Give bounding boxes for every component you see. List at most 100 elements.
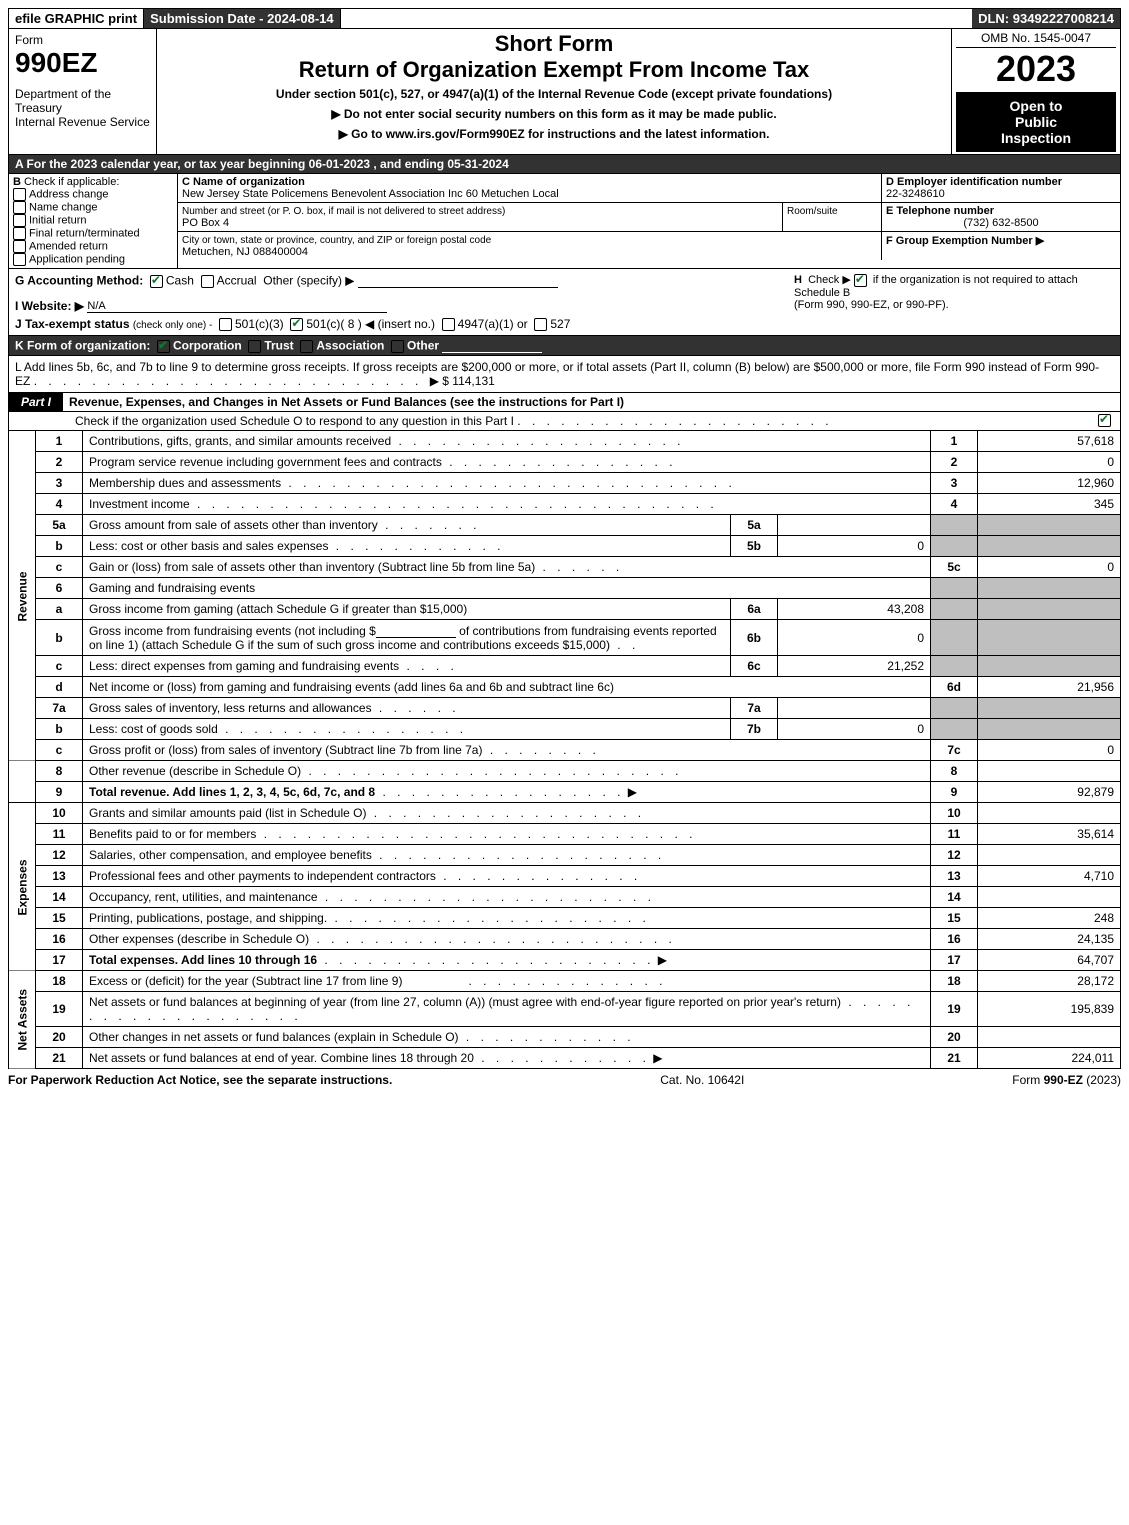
d-label: D Employer identification number — [886, 176, 1062, 188]
row10-desc: Grants and similar amounts paid (list in… — [83, 803, 931, 824]
checkbox-application-pending[interactable] — [13, 253, 26, 266]
row21-box: 21 — [931, 1048, 978, 1069]
row6c-desc: Less: direct expenses from gaming and fu… — [83, 656, 731, 677]
checkbox-address-change[interactable] — [13, 188, 26, 201]
other-method-field[interactable] — [358, 273, 558, 288]
row6-box — [931, 578, 978, 599]
row18-desc: Excess or (deficit) for the year (Subtra… — [83, 971, 931, 992]
row6b-in: 6b — [731, 620, 778, 656]
return-title: Return of Organization Exempt From Incom… — [163, 57, 945, 83]
row5a-in: 5a — [731, 515, 778, 536]
label-other-org: Other — [407, 339, 439, 353]
row15-desc: Printing, publications, postage, and shi… — [83, 908, 931, 929]
row6b-iv: 0 — [778, 620, 931, 656]
row18-num: 18 — [36, 971, 83, 992]
label-initial-return: Initial return — [29, 214, 86, 226]
row6a-box — [931, 599, 978, 620]
open-line3: Inspection — [958, 130, 1114, 146]
l-amount: ▶ $ 114,131 — [430, 374, 495, 388]
row2-num: 2 — [36, 452, 83, 473]
row12-box: 12 — [931, 845, 978, 866]
row3-val: 12,960 — [978, 473, 1121, 494]
row14-num: 14 — [36, 887, 83, 908]
short-form-title: Short Form — [163, 31, 945, 57]
label-accrual: Accrual — [217, 274, 257, 288]
row5b-num: b — [36, 536, 83, 557]
checkbox-501c[interactable] — [290, 318, 303, 331]
checkbox-cash[interactable] — [150, 275, 163, 288]
row6d-desc: Net income or (loss) from gaming and fun… — [83, 677, 931, 698]
label-amended-return: Amended return — [29, 240, 108, 252]
section-f: F Group Exemption Number ▶ — [881, 232, 1120, 260]
checkbox-527[interactable] — [534, 318, 547, 331]
row6a-val — [978, 599, 1121, 620]
row6-desc: Gaming and fundraising events — [83, 578, 931, 599]
checkbox-accrual[interactable] — [201, 275, 214, 288]
row15-box: 15 — [931, 908, 978, 929]
goto-link[interactable]: ▶ Go to www.irs.gov/Form990EZ for instru… — [163, 127, 945, 141]
tax-year: 2023 — [956, 48, 1116, 90]
row5c-num: c — [36, 557, 83, 578]
row7c-val: 0 — [978, 740, 1121, 761]
row1-box: 1 — [931, 431, 978, 452]
checkbox-501c3[interactable] — [219, 318, 232, 331]
checkbox-initial-return[interactable] — [13, 214, 26, 227]
top-spacer — [341, 9, 972, 28]
row5a-iv — [778, 515, 931, 536]
line-a-tax-year: A For the 2023 calendar year, or tax yea… — [8, 155, 1121, 174]
c-name-label: C Name of organization — [182, 176, 305, 188]
row7b-in: 7b — [731, 719, 778, 740]
checkbox-amended-return[interactable] — [13, 240, 26, 253]
row16-desc: Other expenses (describe in Schedule O) … — [83, 929, 931, 950]
label-trust: Trust — [264, 339, 293, 353]
row16-box: 16 — [931, 929, 978, 950]
footer-left: For Paperwork Reduction Act Notice, see … — [8, 1073, 392, 1087]
submission-date-label: Submission Date - — [150, 11, 267, 26]
open-public-inspection: Open to Public Inspection — [956, 92, 1116, 152]
row7b-num: b — [36, 719, 83, 740]
efile-print-link[interactable]: efile GRAPHIC print — [9, 9, 144, 28]
row7c-num: c — [36, 740, 83, 761]
f-label: F Group Exemption Number ▶ — [886, 235, 1044, 247]
form-header: Form 990EZ Department of the Treasury In… — [8, 29, 1121, 155]
row1-desc: Contributions, gifts, grants, and simila… — [83, 431, 931, 452]
row6d-box: 6d — [931, 677, 978, 698]
line-k: K Form of organization: Corporation Trus… — [8, 336, 1121, 356]
row19-num: 19 — [36, 992, 83, 1027]
checkbox-trust[interactable] — [248, 340, 261, 353]
row6a-num: a — [36, 599, 83, 620]
row19-box: 19 — [931, 992, 978, 1027]
other-org-field[interactable] — [442, 338, 542, 353]
checkbox-4947a1[interactable] — [442, 318, 455, 331]
checkbox-other-org[interactable] — [391, 340, 404, 353]
row6d-val: 21,956 — [978, 677, 1121, 698]
row2-desc: Program service revenue including govern… — [83, 452, 931, 473]
row16-val: 24,135 — [978, 929, 1121, 950]
header-left: Form 990EZ Department of the Treasury In… — [9, 29, 157, 154]
row10-val — [978, 803, 1121, 824]
row11-val: 35,614 — [978, 824, 1121, 845]
row6a-iv: 43,208 — [778, 599, 931, 620]
checkbox-name-change[interactable] — [13, 201, 26, 214]
row7b-val — [978, 719, 1121, 740]
row19-val: 195,839 — [978, 992, 1121, 1027]
open-line1: Open to — [958, 98, 1114, 114]
row6-num: 6 — [36, 578, 83, 599]
section-e: E Telephone number (732) 632-8500 — [881, 203, 1120, 231]
checkbox-h-schedule-b[interactable] — [854, 274, 867, 287]
org-street: PO Box 4 — [182, 217, 229, 229]
g-label: G Accounting Method: — [15, 274, 143, 288]
side-label-net-assets: Net Assets — [9, 971, 36, 1069]
row6b-num: b — [36, 620, 83, 656]
checkbox-final-return[interactable] — [13, 227, 26, 240]
checkbox-association[interactable] — [300, 340, 313, 353]
checkbox-schedule-o[interactable] — [1098, 414, 1111, 427]
row6d-num: d — [36, 677, 83, 698]
schedule-o-text: Check if the organization used Schedule … — [75, 414, 514, 428]
checkbox-corporation[interactable] — [157, 340, 170, 353]
label-name-change: Name change — [29, 201, 98, 213]
row5b-iv: 0 — [778, 536, 931, 557]
part-i-title: Revenue, Expenses, and Changes in Net As… — [63, 393, 1120, 411]
row20-desc: Other changes in net assets or fund bala… — [83, 1027, 931, 1048]
row5b-in: 5b — [731, 536, 778, 557]
